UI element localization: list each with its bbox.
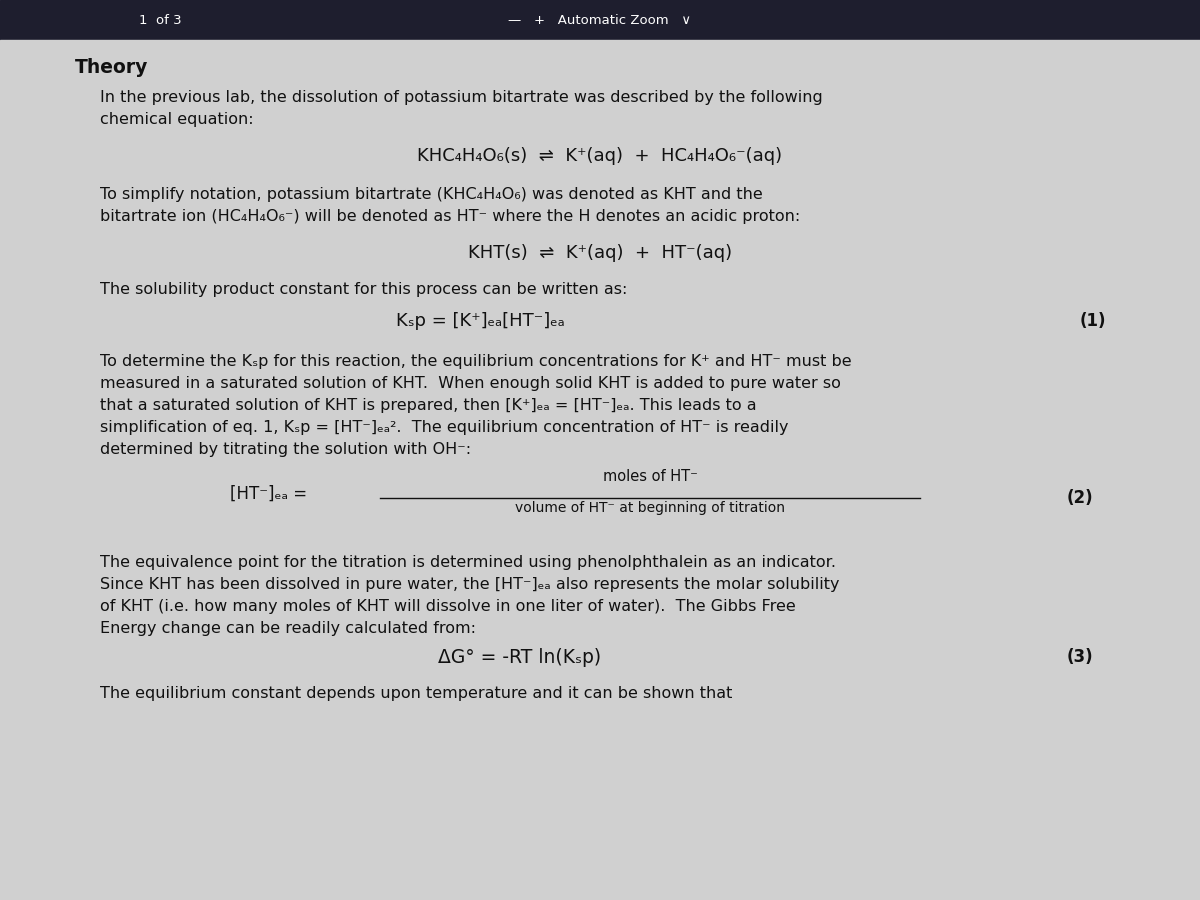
Text: of KHT (i.e. how many moles of KHT will dissolve in one liter of water).  The Gi: of KHT (i.e. how many moles of KHT will … (100, 599, 796, 614)
Bar (0, 0, 1200, 40)
Text: Energy change can be readily calculated from:: Energy change can be readily calculated … (100, 621, 476, 636)
Text: [HT⁻]ₑₐ =: [HT⁻]ₑₐ = (230, 485, 307, 503)
Text: KHC₄H₄O₆(s)  ⇌  K⁺(aq)  +  HC₄H₄O₆⁻(aq): KHC₄H₄O₆(s) ⇌ K⁺(aq) + HC₄H₄O₆⁻(aq) (418, 147, 782, 165)
Text: (3): (3) (1067, 648, 1093, 666)
Text: In the previous lab, the dissolution of potassium bitartrate was described by th: In the previous lab, the dissolution of … (100, 90, 823, 105)
Text: (2): (2) (1067, 489, 1093, 507)
Text: The equilibrium constant depends upon temperature and it can be shown that: The equilibrium constant depends upon te… (100, 686, 732, 701)
Text: The solubility product constant for this process can be written as:: The solubility product constant for this… (100, 282, 628, 297)
Text: —   +   Automatic Zoom   ∨: — + Automatic Zoom ∨ (509, 14, 691, 26)
Text: measured in a saturated solution of KHT.  When enough solid KHT is added to pure: measured in a saturated solution of KHT.… (100, 376, 841, 391)
Text: simplification of eq. 1, Kₛp = [HT⁻]ₑₐ².  The equilibrium concentration of HT⁻ i: simplification of eq. 1, Kₛp = [HT⁻]ₑₐ².… (100, 420, 788, 435)
Text: bitartrate ion (HC₄H₄O₆⁻) will be denoted as HT⁻ where the H denotes an acidic p: bitartrate ion (HC₄H₄O₆⁻) will be denote… (100, 209, 800, 224)
Text: moles of HT⁻: moles of HT⁻ (602, 469, 697, 484)
Text: The equivalence point for the titration is determined using phenolphthalein as a: The equivalence point for the titration … (100, 555, 836, 570)
Text: Theory: Theory (74, 58, 149, 77)
Text: that a saturated solution of KHT is prepared, then [K⁺]ₑₐ = [HT⁻]ₑₐ. This leads : that a saturated solution of KHT is prep… (100, 398, 757, 413)
Text: (1): (1) (1080, 312, 1106, 330)
Text: 1  of 3: 1 of 3 (139, 14, 181, 26)
Text: ΔG° = -RT ln(Kₛp): ΔG° = -RT ln(Kₛp) (438, 648, 601, 667)
Text: Since KHT has been dissolved in pure water, the [HT⁻]ₑₐ also represents the mola: Since KHT has been dissolved in pure wat… (100, 577, 840, 592)
Text: volume of HT⁻ at beginning of titration: volume of HT⁻ at beginning of titration (515, 501, 785, 515)
Text: chemical equation:: chemical equation: (100, 112, 253, 127)
Text: To determine the Kₛp for this reaction, the equilibrium concentrations for K⁺ an: To determine the Kₛp for this reaction, … (100, 354, 852, 369)
Text: Kₛp = [K⁺]ₑₐ[HT⁻]ₑₐ: Kₛp = [K⁺]ₑₐ[HT⁻]ₑₐ (396, 312, 564, 330)
Text: To simplify notation, potassium bitartrate (KHC₄H₄O₆) was denoted as KHT and the: To simplify notation, potassium bitartra… (100, 187, 763, 202)
Text: KHT(s)  ⇌  K⁺(aq)  +  HT⁻(aq): KHT(s) ⇌ K⁺(aq) + HT⁻(aq) (468, 244, 732, 262)
Text: determined by titrating the solution with OH⁻:: determined by titrating the solution wit… (100, 442, 472, 457)
